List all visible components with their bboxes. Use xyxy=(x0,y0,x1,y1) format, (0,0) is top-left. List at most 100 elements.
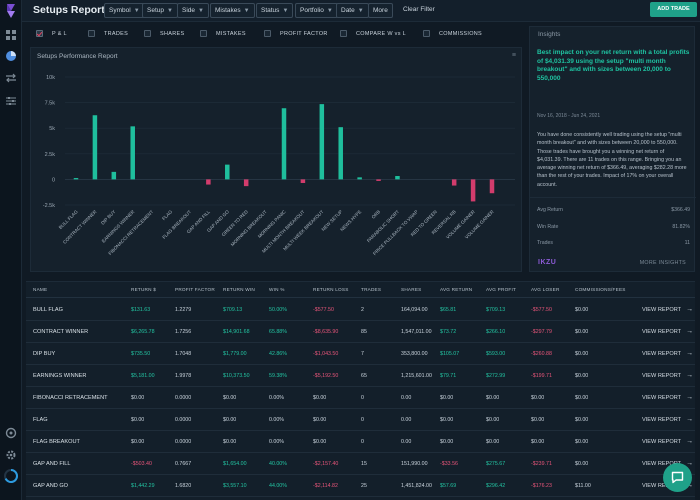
chart-bar[interactable] xyxy=(130,126,135,180)
toggle-trades[interactable]: TRADES xyxy=(88,30,128,37)
column-header[interactable]: RETURN $ xyxy=(131,287,157,292)
table-row[interactable]: GAP AND GO $1,442.29 1.6820 $3,557.10 44.00%… xyxy=(26,475,695,497)
filter-mistakes-dropdown[interactable]: Mistakes ▼ xyxy=(210,3,255,18)
more-insights-link[interactable]: MORE INSIGHTS xyxy=(639,260,686,266)
chart-bar[interactable] xyxy=(489,179,495,194)
chart-bar[interactable] xyxy=(376,179,381,181)
page-title: Setups Report xyxy=(33,4,105,16)
filter-portfolio-dropdown[interactable]: Portfolio ▼ xyxy=(295,3,338,18)
toggle-pnl[interactable]: P & L xyxy=(36,30,67,37)
stat-trades: Trades 11 xyxy=(537,240,690,246)
view-report-button[interactable]: VIEW REPORT → xyxy=(642,394,693,401)
checkbox[interactable] xyxy=(264,30,271,37)
filter-date-dropdown[interactable]: Date ▼ xyxy=(336,3,369,18)
sliders-icon[interactable] xyxy=(5,95,17,107)
table-cell: $0.00 xyxy=(575,307,589,313)
column-header[interactable]: SHARES xyxy=(401,287,422,292)
table-row[interactable]: FLAG BREAKOUT $0.00 0.0000 $0.00 0.00% $0.00 0… xyxy=(26,431,695,453)
checkbox-checked[interactable] xyxy=(36,30,43,37)
view-report-button[interactable]: VIEW REPORT → xyxy=(642,460,693,467)
column-header[interactable]: AVG LOSER xyxy=(531,287,560,292)
filter-status-dropdown[interactable]: Status ▼ xyxy=(256,3,294,18)
add-trade-button[interactable]: ADD TRADE xyxy=(650,2,697,17)
column-header[interactable]: COMMISSIONS/FEES xyxy=(575,287,626,292)
transfer-icon[interactable] xyxy=(5,72,17,84)
chart-bar[interactable] xyxy=(281,108,287,180)
view-report-button[interactable]: VIEW REPORT → xyxy=(642,328,693,335)
toggle-shares[interactable]: SHARES xyxy=(144,30,184,37)
view-report-label: VIEW REPORT xyxy=(642,417,682,423)
checkbox[interactable] xyxy=(200,30,207,37)
checkbox[interactable] xyxy=(423,30,430,37)
view-report-label: VIEW REPORT xyxy=(642,483,682,489)
table-cell: 0.7667 xyxy=(175,461,192,467)
table-cell: $1,442.29 xyxy=(131,483,155,489)
chevron-down-icon: ▼ xyxy=(133,8,140,14)
table-row[interactable]: BULL FLAG $131.63 1.2279 $709.13 50.00% -$577… xyxy=(26,299,695,321)
view-report-button[interactable]: VIEW REPORT → xyxy=(642,306,693,313)
checkbox[interactable] xyxy=(144,30,151,37)
table-row[interactable]: FIBONACCI RETRACEMENT $0.00 0.0000 $0.00 0.0… xyxy=(26,387,695,409)
y-tick-label: -2.5k xyxy=(43,203,55,209)
table-row[interactable]: FLAG $0.00 0.0000 $0.00 0.00% $0.00 0 0.00 $0.00… xyxy=(26,409,695,431)
chart-bar[interactable] xyxy=(319,104,325,180)
table-cell: 0.0000 xyxy=(175,395,192,401)
column-header[interactable]: WIN % xyxy=(269,287,285,292)
logo-icon[interactable] xyxy=(4,3,18,19)
table-row[interactable]: DIP BUY $735.50 1.7048 $1,779.00 42.86% -$1,0… xyxy=(26,343,695,365)
table-cell: 1,547,011.00 xyxy=(401,329,432,335)
table-cell: $709.13 xyxy=(223,307,243,313)
chart-bar[interactable] xyxy=(338,127,343,180)
chart-bar[interactable] xyxy=(92,115,98,180)
toggle-commissions[interactable]: COMMISSIONS xyxy=(423,30,482,37)
table-cell: $1,779.00 xyxy=(223,351,247,357)
filter-setup-dropdown[interactable]: Setup ▼ xyxy=(142,3,178,18)
clear-filter-link[interactable]: Clear Filter xyxy=(403,6,435,13)
gear-icon[interactable] xyxy=(5,449,17,461)
chart-bar[interactable] xyxy=(300,179,306,183)
filter-symbol-dropdown[interactable]: Symbol ▼ xyxy=(104,3,145,18)
table-cell: 0.0000 xyxy=(175,439,192,445)
checkbox[interactable] xyxy=(88,30,95,37)
column-header[interactable]: PROFIT FACTOR xyxy=(175,287,215,292)
chart-bar[interactable] xyxy=(111,171,117,180)
view-report-button[interactable]: VIEW REPORT → xyxy=(642,350,693,357)
filter-side-dropdown[interactable]: Side ▼ xyxy=(177,3,209,18)
column-header[interactable]: TRADES xyxy=(361,287,382,292)
view-report-button[interactable]: VIEW REPORT → xyxy=(642,416,693,423)
toggle-mistakes[interactable]: MISTAKES xyxy=(200,30,246,37)
column-header[interactable]: RETURN LOSS xyxy=(313,287,349,292)
y-tick-label: 5k xyxy=(49,126,55,132)
chart-bar[interactable] xyxy=(225,164,230,180)
toggle-profit-factor[interactable]: PROFIT FACTOR xyxy=(264,30,328,37)
chart-bar[interactable] xyxy=(451,179,457,186)
stat-value: 81.82% xyxy=(672,224,690,230)
view-report-button[interactable]: VIEW REPORT → xyxy=(642,372,693,379)
hamburger-icon[interactable]: ≡ xyxy=(511,52,516,59)
more-filters-button[interactable]: More xyxy=(368,3,393,18)
chat-bubble-icon[interactable] xyxy=(663,463,692,492)
table-row[interactable]: CONTRACT WINNER $6,265.78 1.7256 $14,901.68… xyxy=(26,321,695,343)
column-header[interactable]: RETURN WIN xyxy=(223,287,255,292)
table-row[interactable]: GAP AND FILL -$503.40 0.7667 $1,654.00 40.00… xyxy=(26,453,695,475)
pie-chart-icon[interactable] xyxy=(5,50,17,62)
toggle-compare-w-vs-l[interactable]: COMPARE W vs L xyxy=(340,30,406,37)
chart-bar[interactable] xyxy=(395,176,400,180)
checkbox[interactable] xyxy=(340,30,347,37)
chart-bar[interactable] xyxy=(357,177,362,180)
view-report-button[interactable]: VIEW REPORT → xyxy=(642,438,693,445)
chart-bar[interactable] xyxy=(206,179,211,185)
chart-bar[interactable] xyxy=(243,179,249,187)
table-cell: -$8,635.90 xyxy=(313,329,339,335)
chart-bar[interactable] xyxy=(73,178,79,180)
grid-icon[interactable] xyxy=(5,29,17,41)
column-header[interactable]: AVG RETURN xyxy=(440,287,473,292)
column-header[interactable]: AVG PROFIT xyxy=(486,287,517,292)
column-header[interactable]: NAME xyxy=(33,287,48,292)
chart-bar[interactable] xyxy=(470,179,476,202)
table-cell: -$1,043.50 xyxy=(313,351,339,357)
setups-table: NAME RETURN $ PROFIT FACTOR RETURN WIN WIN %… xyxy=(26,281,695,500)
table-row[interactable]: EARNINGS WINNER $5,181.00 1.9978 $10,373.50… xyxy=(26,365,695,387)
metric-toggle-row: P & L TRADES SHARES MISTAKES PROFIT FACT… xyxy=(30,28,522,42)
settings-icon[interactable] xyxy=(5,427,17,439)
